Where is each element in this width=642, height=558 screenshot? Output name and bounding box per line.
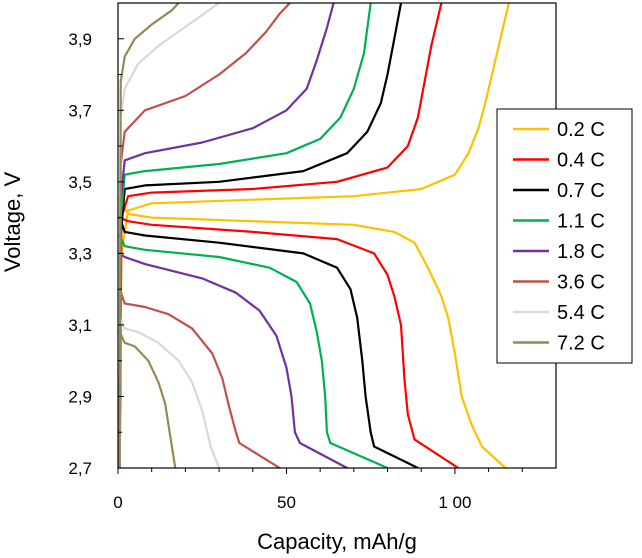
series-4-charge-line (118, 3, 335, 468)
legend-label: 5.4 C (557, 302, 605, 324)
x-tick-label: 0 (113, 493, 122, 512)
legend: 0.2 C 0.4 C 0.7 C 1.1 C 1.8 C 3.6 C 5.4 C 7.2 C (496, 108, 633, 364)
series-4-discharge-line (118, 252, 349, 468)
y-tick-label: 3,3 (68, 244, 92, 263)
legend-label: 0.4 C (557, 150, 605, 172)
y-tick-label: 2,9 (68, 387, 92, 406)
y-tick-label: 3,1 (68, 316, 92, 335)
y-axis-label: Voltage, V (0, 172, 25, 273)
tick-layer: 0 50 1 00 2,7 2,9 3,1 3,3 3,5 3,7 3,9 (68, 30, 523, 512)
legend-label: 1.8 C (557, 241, 605, 263)
legend-label: 0.7 C (557, 180, 605, 202)
legend-box (496, 108, 633, 364)
series-1-charge-line (118, 3, 443, 468)
series-7-charge-line (118, 3, 180, 468)
series-1-discharge-line (118, 216, 460, 468)
legend-label: 7.2 C (557, 333, 605, 355)
series-2-charge-line (118, 3, 403, 468)
x-tick-label: 1 00 (438, 493, 471, 512)
y-tick-label: 3,9 (68, 30, 92, 49)
series-3-discharge-line (118, 234, 389, 468)
series-2-discharge-line (118, 216, 419, 468)
legend-label: 0.2 C (557, 119, 605, 141)
series-3-charge-line (118, 3, 372, 468)
series-7-discharge-line (118, 331, 177, 468)
series-layer (118, 3, 510, 468)
y-tick-label: 3,7 (68, 101, 92, 120)
legend-label: 3.6 C (557, 272, 605, 294)
x-axis-label: Capacity, mAh/g (257, 529, 417, 554)
series-5-charge-line (118, 3, 291, 468)
y-tick-label: 2,7 (68, 459, 92, 478)
x-tick-label: 50 (277, 493, 296, 512)
series-0-discharge-line (118, 198, 507, 468)
series-6-discharge-line (118, 316, 221, 468)
y-tick-label: 3,5 (68, 173, 92, 192)
series-5-discharge-line (118, 288, 281, 468)
legend-label: 1.1 C (557, 211, 605, 233)
series-0-charge-line (118, 3, 510, 468)
